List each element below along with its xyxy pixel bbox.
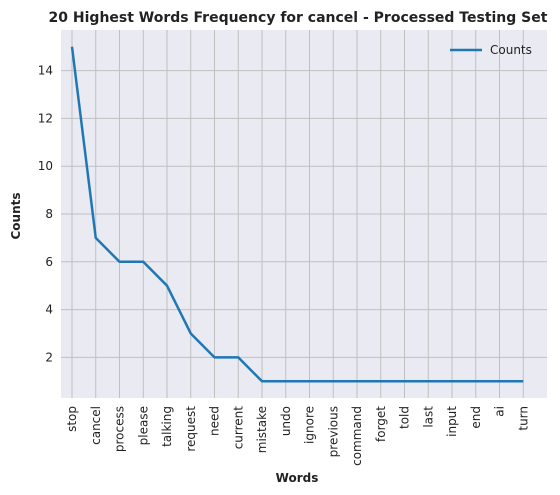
y-tick-label: 6 xyxy=(45,255,53,269)
x-tick-label: request xyxy=(184,406,198,452)
x-tick-label: need xyxy=(208,406,222,436)
x-tick-label: turn xyxy=(516,406,530,431)
chart-title: 20 Highest Words Frequency for cancel - … xyxy=(49,10,548,26)
x-axis-ticks: stop cancel process please talking request nee… xyxy=(65,406,530,466)
x-tick-label: last xyxy=(421,406,435,428)
x-tick-label: mistake xyxy=(255,406,269,453)
x-tick-label: told xyxy=(398,406,412,429)
x-tick-label: forget xyxy=(374,406,388,442)
y-tick-label: 14 xyxy=(38,64,53,78)
x-tick-label: input xyxy=(445,406,459,437)
x-tick-label: cancel xyxy=(89,406,103,445)
x-tick-label: previous xyxy=(326,406,340,457)
x-tick-label: command xyxy=(350,406,364,466)
x-tick-label: end xyxy=(469,406,483,429)
y-tick-label: 8 xyxy=(45,207,53,221)
x-tick-label: please xyxy=(136,406,150,445)
y-axis-ticks: 2 4 6 8 10 12 14 xyxy=(38,64,53,365)
series-line xyxy=(70,46,524,383)
x-tick-label: undo xyxy=(279,406,293,436)
y-tick-label: 10 xyxy=(38,159,53,173)
series-layer xyxy=(70,46,524,383)
legend: Counts xyxy=(450,43,532,57)
y-tick-label: 12 xyxy=(38,111,53,125)
x-tick-label: talking xyxy=(160,406,174,447)
y-tick-label: 4 xyxy=(45,303,53,317)
grid xyxy=(61,30,547,398)
y-axis-label: Counts xyxy=(9,192,23,239)
x-tick-label: ignore xyxy=(303,406,317,444)
x-axis-label: Words xyxy=(276,471,319,485)
legend-label: Counts xyxy=(490,43,532,57)
y-tick-label: 2 xyxy=(45,350,53,364)
x-tick-label: current xyxy=(231,406,245,450)
x-tick-label: process xyxy=(113,406,127,452)
x-tick-label: ai xyxy=(493,406,507,417)
x-tick-label: stop xyxy=(65,406,79,432)
